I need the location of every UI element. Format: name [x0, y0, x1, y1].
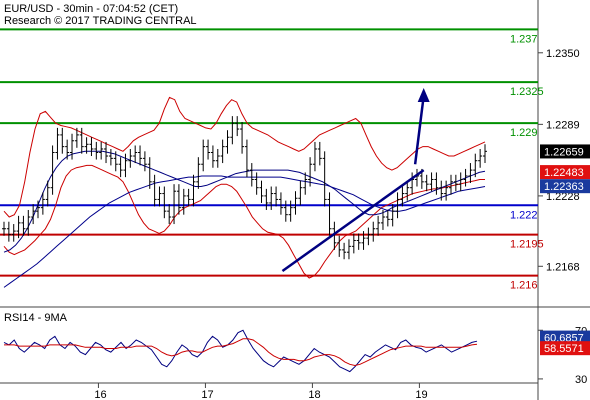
header-line2: Research © 2017 TRADING CENTRAL: [4, 15, 197, 27]
axis-ticks: 1.2350 1.2289 1.2228 1.2168 16 17 18 19: [94, 48, 579, 400]
rsi-y-tick-label-30: 30: [575, 374, 587, 386]
rsi-line: [3, 329, 478, 373]
x-tick-label-18: 18: [308, 389, 320, 400]
level-lines: 1.237 1.2325 1.229 1.222 1.2195 1.216: [0, 28, 544, 292]
level-label-1.2195: 1.2195: [510, 239, 544, 251]
badge-label-ma-red: 1.22483: [544, 167, 584, 179]
price-panel-frame: [0, 0, 538, 307]
x-tick-label-16: 16: [94, 389, 106, 400]
projection-arrow-head: [417, 87, 430, 102]
badge-label-ma-blue: 1.22363: [544, 181, 584, 193]
y-tick-label-1.2228: 1.2228: [546, 191, 580, 203]
badge-ma-blue: [540, 179, 590, 194]
y-tick-label-1.2350: 1.2350: [546, 48, 580, 60]
ma-slow-line: [3, 175, 486, 288]
projection-arrow-shaft: [413, 95, 425, 165]
rsi-ma-line: [4, 338, 478, 367]
level-label-1.237: 1.237: [510, 33, 538, 45]
rsi-badge-rsi: [540, 330, 590, 345]
badge-label-price: 1.22659: [544, 146, 584, 158]
level-label-1.216: 1.216: [510, 280, 538, 292]
ma-fast-line: [3, 150, 486, 253]
badge-ma-red: [540, 165, 590, 180]
y-tick-label-1.2289: 1.2289: [546, 119, 580, 131]
level-label-1.2325: 1.2325: [510, 86, 544, 98]
moving-averages: [3, 150, 486, 288]
bollinger-upper-line: [3, 96, 486, 218]
x-tick-label-17: 17: [201, 389, 213, 400]
rsi-badge-ma: [540, 341, 590, 356]
rsi-title: RSI14 - 9MA: [4, 312, 68, 324]
badge-price: [540, 144, 590, 159]
price-series: [2, 116, 487, 260]
header-line1: EUR/USD - 30min - 07:04:52 (CET): [4, 3, 178, 15]
x-tick-label-19: 19: [415, 389, 427, 400]
level-label-1.229: 1.229: [510, 127, 538, 139]
bollinger-lower-line: [3, 164, 485, 279]
y-tick-label-1.2168: 1.2168: [546, 261, 580, 273]
trend-annotations: [281, 87, 430, 272]
value-badges: 1.22659 1.22483 1.22363: [540, 144, 590, 194]
rsi-badge-label-ma: 58.5571: [544, 343, 584, 355]
bollinger-bands: [3, 96, 486, 279]
trend-line: [281, 169, 425, 272]
level-label-1.222: 1.222: [510, 209, 538, 221]
